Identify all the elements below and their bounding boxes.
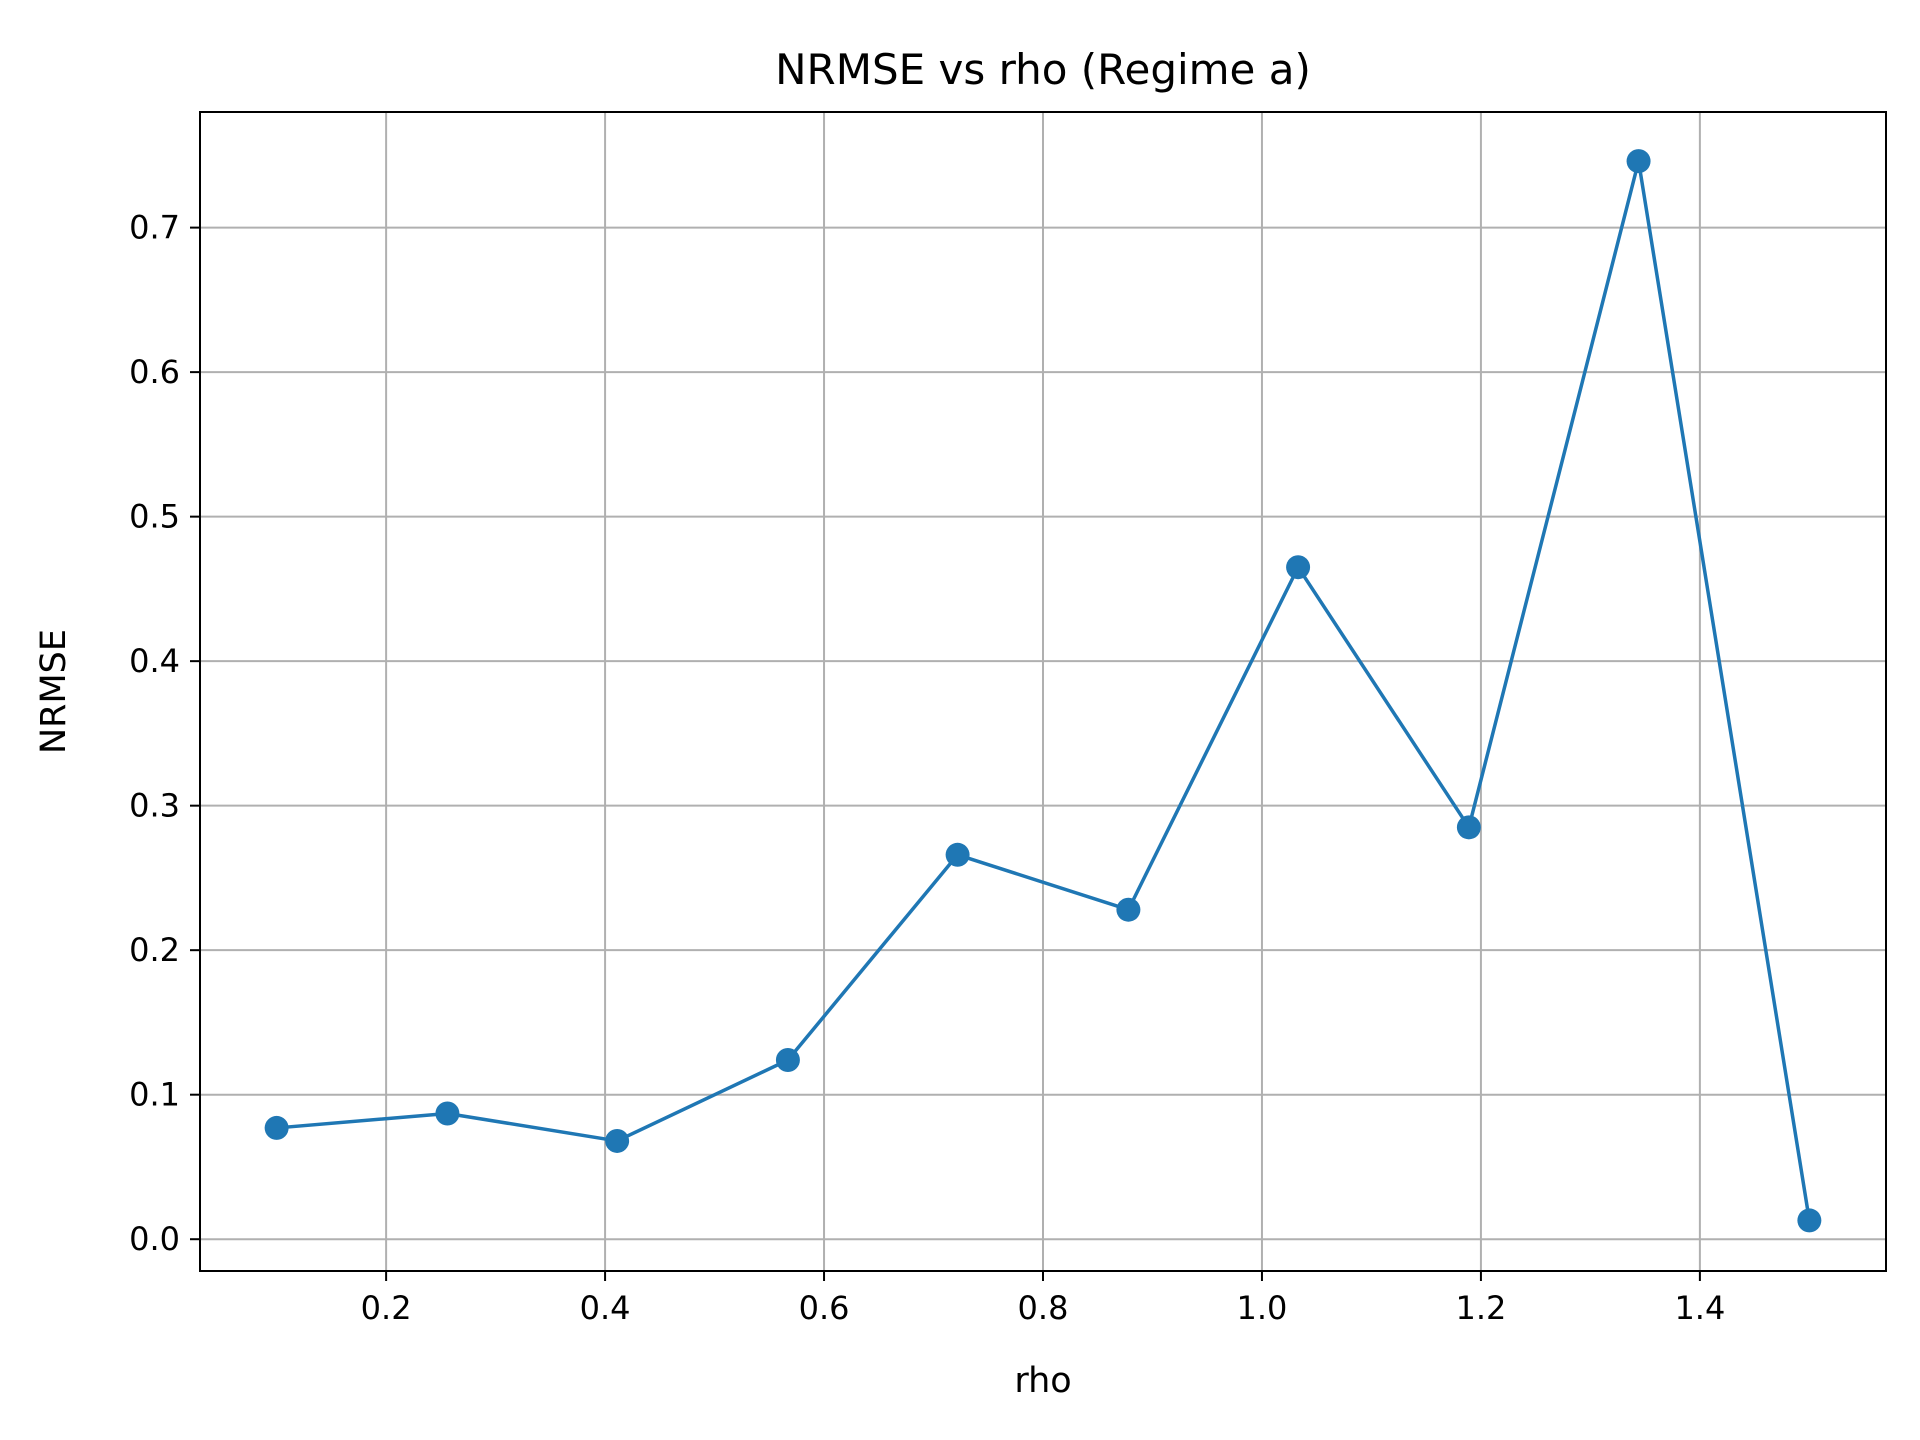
data-point-marker xyxy=(945,842,970,867)
x-tick-label: 0.8 xyxy=(1018,1289,1069,1327)
y-tick-label: 0.1 xyxy=(129,1076,180,1114)
data-point-marker xyxy=(435,1101,460,1126)
x-tick-label: 1.4 xyxy=(1674,1289,1725,1327)
grid-lines xyxy=(200,112,1886,1271)
x-tick-label: 0.2 xyxy=(361,1289,412,1327)
x-axis-title: rho xyxy=(1014,1361,1071,1401)
series-line xyxy=(276,159,1812,1221)
series-layer xyxy=(264,149,1822,1233)
y-tick-label: 0.0 xyxy=(129,1220,180,1258)
data-point-marker xyxy=(264,1115,289,1140)
y-tick-label: 0.2 xyxy=(129,931,180,969)
x-tick-label: 1.2 xyxy=(1455,1289,1506,1327)
data-point-marker xyxy=(1116,897,1141,922)
data-point-marker xyxy=(605,1128,630,1153)
chart-title: NRMSE vs rho (Regime a) xyxy=(775,45,1311,94)
data-point-marker xyxy=(1456,815,1481,840)
data-point-marker xyxy=(775,1048,800,1073)
y-tick-label: 0.3 xyxy=(129,787,180,825)
data-point-marker xyxy=(1626,149,1651,174)
x-tick-label: 0.4 xyxy=(580,1289,631,1327)
y-axis-title: NRMSE xyxy=(34,629,74,754)
axis-ticks: 0.2 0.4 0.6 0.8 1.0 1.2 1.4 0.0 0.1 0.2 0.3 0.4 0.5 0… xyxy=(129,209,1725,1327)
x-tick-label: 0.6 xyxy=(799,1289,850,1327)
y-tick-label: 0.4 xyxy=(129,642,180,680)
y-tick-label: 0.5 xyxy=(129,498,180,536)
x-tick-label: 1.0 xyxy=(1237,1289,1288,1327)
y-tick-label: 0.6 xyxy=(129,353,180,391)
y-tick-label: 0.7 xyxy=(129,209,180,247)
data-point-marker xyxy=(1797,1208,1822,1233)
data-point-marker xyxy=(1286,555,1311,580)
